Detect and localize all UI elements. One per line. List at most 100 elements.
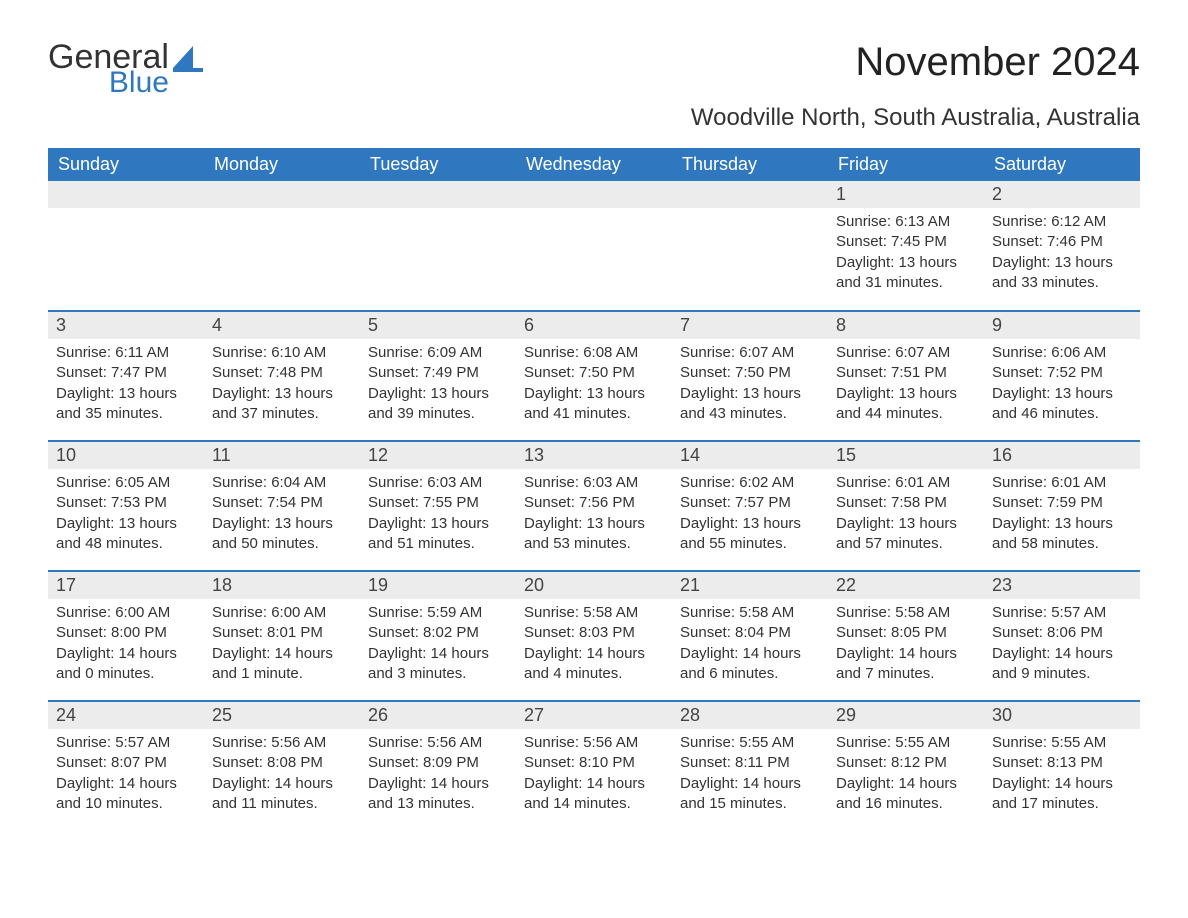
empty-day bbox=[204, 181, 360, 208]
calendar-day-cell: 18Sunrise: 6:00 AMSunset: 8:01 PMDayligh… bbox=[204, 571, 360, 701]
day-details: Sunrise: 5:58 AMSunset: 8:05 PMDaylight:… bbox=[828, 599, 984, 690]
calendar-day-cell: 20Sunrise: 5:58 AMSunset: 8:03 PMDayligh… bbox=[516, 571, 672, 701]
day-number: 26 bbox=[360, 702, 516, 729]
calendar-day-cell bbox=[672, 181, 828, 311]
daylight-line: Daylight: 13 hours and 31 minutes. bbox=[836, 253, 976, 294]
day-number: 24 bbox=[48, 702, 204, 729]
weekday-header: Sunday bbox=[48, 148, 204, 181]
day-details: Sunrise: 6:08 AMSunset: 7:50 PMDaylight:… bbox=[516, 339, 672, 430]
calendar-day-cell: 10Sunrise: 6:05 AMSunset: 7:53 PMDayligh… bbox=[48, 441, 204, 571]
sunset-line: Sunset: 8:10 PM bbox=[524, 753, 664, 773]
calendar-day-cell: 5Sunrise: 6:09 AMSunset: 7:49 PMDaylight… bbox=[360, 311, 516, 441]
sunset-line: Sunset: 8:03 PM bbox=[524, 623, 664, 643]
day-number: 17 bbox=[48, 572, 204, 599]
daylight-line: Daylight: 14 hours and 4 minutes. bbox=[524, 644, 664, 685]
day-number: 30 bbox=[984, 702, 1140, 729]
daylight-line: Daylight: 13 hours and 55 minutes. bbox=[680, 514, 820, 555]
day-details: Sunrise: 5:57 AMSunset: 8:07 PMDaylight:… bbox=[48, 729, 204, 820]
sunrise-line: Sunrise: 5:55 AM bbox=[836, 733, 976, 753]
sunrise-line: Sunrise: 5:56 AM bbox=[368, 733, 508, 753]
calendar-week-row: 10Sunrise: 6:05 AMSunset: 7:53 PMDayligh… bbox=[48, 441, 1140, 571]
sunrise-line: Sunrise: 5:56 AM bbox=[524, 733, 664, 753]
daylight-line: Daylight: 14 hours and 17 minutes. bbox=[992, 774, 1132, 815]
sunrise-line: Sunrise: 5:57 AM bbox=[56, 733, 196, 753]
daylight-line: Daylight: 14 hours and 10 minutes. bbox=[56, 774, 196, 815]
sunset-line: Sunset: 7:53 PM bbox=[56, 493, 196, 513]
weekday-header: Friday bbox=[828, 148, 984, 181]
sunrise-line: Sunrise: 6:06 AM bbox=[992, 343, 1132, 363]
calendar-day-cell: 17Sunrise: 6:00 AMSunset: 8:00 PMDayligh… bbox=[48, 571, 204, 701]
calendar-day-cell: 25Sunrise: 5:56 AMSunset: 8:08 PMDayligh… bbox=[204, 701, 360, 831]
calendar-day-cell: 9Sunrise: 6:06 AMSunset: 7:52 PMDaylight… bbox=[984, 311, 1140, 441]
day-number: 2 bbox=[984, 181, 1140, 208]
day-details: Sunrise: 6:02 AMSunset: 7:57 PMDaylight:… bbox=[672, 469, 828, 560]
day-details: Sunrise: 6:11 AMSunset: 7:47 PMDaylight:… bbox=[48, 339, 204, 430]
daylight-line: Daylight: 14 hours and 7 minutes. bbox=[836, 644, 976, 685]
sunrise-line: Sunrise: 6:03 AM bbox=[524, 473, 664, 493]
calendar-day-cell: 28Sunrise: 5:55 AMSunset: 8:11 PMDayligh… bbox=[672, 701, 828, 831]
sunrise-line: Sunrise: 5:58 AM bbox=[524, 603, 664, 623]
day-number: 3 bbox=[48, 312, 204, 339]
sunrise-line: Sunrise: 5:55 AM bbox=[680, 733, 820, 753]
sunset-line: Sunset: 7:56 PM bbox=[524, 493, 664, 513]
calendar-week-row: 24Sunrise: 5:57 AMSunset: 8:07 PMDayligh… bbox=[48, 701, 1140, 831]
calendar-day-cell: 14Sunrise: 6:02 AMSunset: 7:57 PMDayligh… bbox=[672, 441, 828, 571]
daylight-line: Daylight: 14 hours and 13 minutes. bbox=[368, 774, 508, 815]
calendar-day-cell: 7Sunrise: 6:07 AMSunset: 7:50 PMDaylight… bbox=[672, 311, 828, 441]
day-details: Sunrise: 5:55 AMSunset: 8:13 PMDaylight:… bbox=[984, 729, 1140, 820]
brand-logo: General Blue bbox=[48, 40, 207, 98]
brand-sail-icon bbox=[173, 46, 207, 77]
daylight-line: Daylight: 13 hours and 58 minutes. bbox=[992, 514, 1132, 555]
sunset-line: Sunset: 7:47 PM bbox=[56, 363, 196, 383]
day-number: 1 bbox=[828, 181, 984, 208]
day-number: 20 bbox=[516, 572, 672, 599]
day-details: Sunrise: 6:10 AMSunset: 7:48 PMDaylight:… bbox=[204, 339, 360, 430]
sunset-line: Sunset: 7:55 PM bbox=[368, 493, 508, 513]
day-number: 12 bbox=[360, 442, 516, 469]
sunrise-line: Sunrise: 5:56 AM bbox=[212, 733, 352, 753]
sunset-line: Sunset: 8:00 PM bbox=[56, 623, 196, 643]
sunset-line: Sunset: 7:50 PM bbox=[524, 363, 664, 383]
weekday-header: Saturday bbox=[984, 148, 1140, 181]
daylight-line: Daylight: 13 hours and 43 minutes. bbox=[680, 384, 820, 425]
day-details: Sunrise: 6:06 AMSunset: 7:52 PMDaylight:… bbox=[984, 339, 1140, 430]
day-number: 23 bbox=[984, 572, 1140, 599]
sunset-line: Sunset: 8:04 PM bbox=[680, 623, 820, 643]
sunrise-line: Sunrise: 5:55 AM bbox=[992, 733, 1132, 753]
day-details: Sunrise: 6:03 AMSunset: 7:55 PMDaylight:… bbox=[360, 469, 516, 560]
calendar-day-cell: 11Sunrise: 6:04 AMSunset: 7:54 PMDayligh… bbox=[204, 441, 360, 571]
weekday-header: Thursday bbox=[672, 148, 828, 181]
calendar-day-cell: 2Sunrise: 6:12 AMSunset: 7:46 PMDaylight… bbox=[984, 181, 1140, 311]
calendar-day-cell: 24Sunrise: 5:57 AMSunset: 8:07 PMDayligh… bbox=[48, 701, 204, 831]
calendar-day-cell: 12Sunrise: 6:03 AMSunset: 7:55 PMDayligh… bbox=[360, 441, 516, 571]
sunset-line: Sunset: 7:58 PM bbox=[836, 493, 976, 513]
daylight-line: Daylight: 13 hours and 46 minutes. bbox=[992, 384, 1132, 425]
sunset-line: Sunset: 7:52 PM bbox=[992, 363, 1132, 383]
sunrise-line: Sunrise: 6:01 AM bbox=[992, 473, 1132, 493]
calendar-week-row: 17Sunrise: 6:00 AMSunset: 8:00 PMDayligh… bbox=[48, 571, 1140, 701]
sunrise-line: Sunrise: 6:04 AM bbox=[212, 473, 352, 493]
sunset-line: Sunset: 7:59 PM bbox=[992, 493, 1132, 513]
sunset-line: Sunset: 8:01 PM bbox=[212, 623, 352, 643]
daylight-line: Daylight: 13 hours and 39 minutes. bbox=[368, 384, 508, 425]
sunset-line: Sunset: 8:05 PM bbox=[836, 623, 976, 643]
day-number: 25 bbox=[204, 702, 360, 729]
day-details: Sunrise: 5:59 AMSunset: 8:02 PMDaylight:… bbox=[360, 599, 516, 690]
sunset-line: Sunset: 7:51 PM bbox=[836, 363, 976, 383]
sunrise-line: Sunrise: 6:08 AM bbox=[524, 343, 664, 363]
day-details: Sunrise: 6:13 AMSunset: 7:45 PMDaylight:… bbox=[828, 208, 984, 299]
day-number: 10 bbox=[48, 442, 204, 469]
daylight-line: Daylight: 14 hours and 14 minutes. bbox=[524, 774, 664, 815]
calendar-day-cell: 3Sunrise: 6:11 AMSunset: 7:47 PMDaylight… bbox=[48, 311, 204, 441]
daylight-line: Daylight: 13 hours and 50 minutes. bbox=[212, 514, 352, 555]
day-details: Sunrise: 6:01 AMSunset: 7:59 PMDaylight:… bbox=[984, 469, 1140, 560]
sunset-line: Sunset: 7:46 PM bbox=[992, 232, 1132, 252]
day-details: Sunrise: 6:00 AMSunset: 8:01 PMDaylight:… bbox=[204, 599, 360, 690]
calendar-day-cell bbox=[360, 181, 516, 311]
sunset-line: Sunset: 7:57 PM bbox=[680, 493, 820, 513]
day-details: Sunrise: 5:55 AMSunset: 8:12 PMDaylight:… bbox=[828, 729, 984, 820]
daylight-line: Daylight: 14 hours and 1 minute. bbox=[212, 644, 352, 685]
day-details: Sunrise: 5:58 AMSunset: 8:03 PMDaylight:… bbox=[516, 599, 672, 690]
calendar-day-cell: 22Sunrise: 5:58 AMSunset: 8:05 PMDayligh… bbox=[828, 571, 984, 701]
sunrise-line: Sunrise: 6:09 AM bbox=[368, 343, 508, 363]
